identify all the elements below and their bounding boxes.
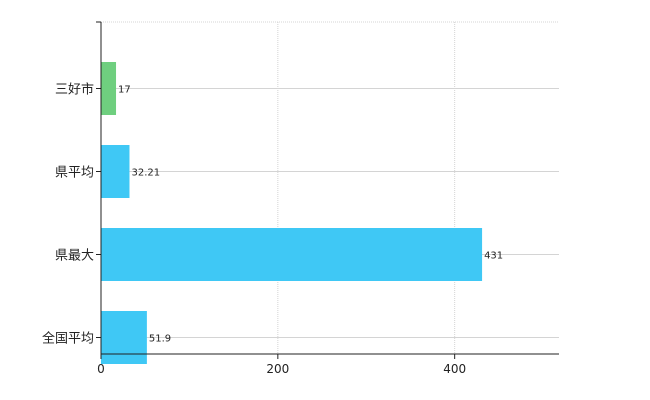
data-label-2: 431 [484, 251, 503, 262]
labels: 17 三好市 32.21 県平均 431 県最大 51.9 全国平均 0 200 400 [42, 82, 503, 377]
bar-0 [101, 62, 117, 115]
bars [101, 62, 483, 364]
bar-3 [101, 311, 147, 364]
data-label-1: 32.21 [131, 168, 160, 179]
x-tick-label-400: 400 [443, 362, 466, 376]
category-label-3: 全国平均 [42, 331, 94, 347]
bar-1 [101, 145, 130, 198]
bar-2 [101, 228, 483, 281]
x-tick-label-200: 200 [266, 362, 289, 376]
category-label-0: 三好市 [55, 82, 94, 98]
data-label-3: 51.9 [149, 334, 171, 345]
category-label-2: 県最大 [55, 249, 94, 264]
data-label-0: 17 [118, 85, 131, 96]
grid-lines [101, 21, 559, 354]
category-label-1: 県平均 [55, 166, 94, 181]
axes [96, 21, 559, 359]
x-tick-label-0: 0 [97, 362, 105, 376]
